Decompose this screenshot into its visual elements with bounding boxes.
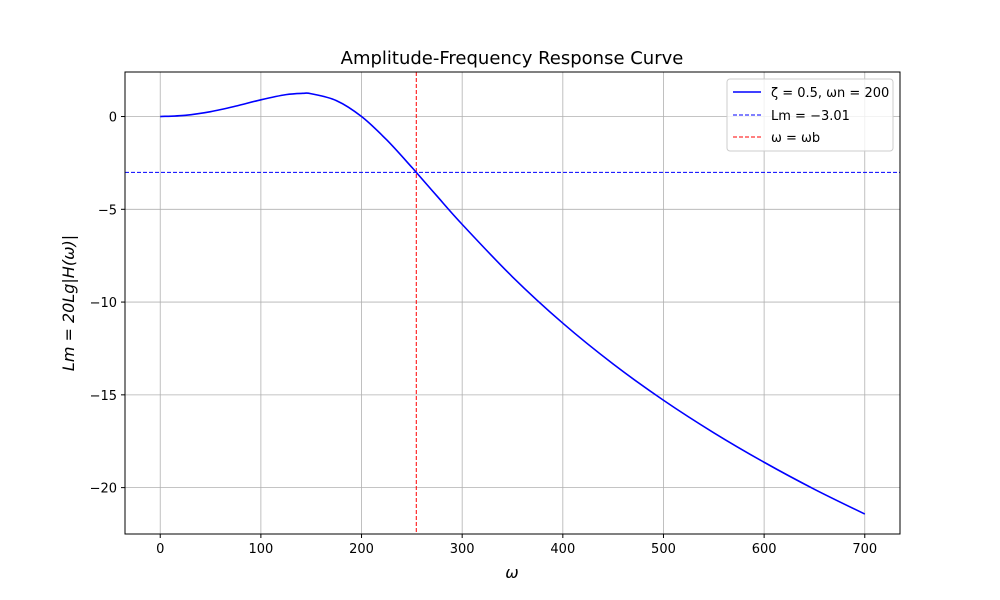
legend-label-hline: Lm = −3.01 <box>771 109 850 124</box>
ticks: 0 100 200 300 400 500 600 700 0 −5 −10 −15 −20 <box>90 111 878 557</box>
x-tick-label: 700 <box>852 542 877 557</box>
legend-label-vline: ω = ωb <box>771 131 820 146</box>
plot-lines <box>125 72 900 534</box>
legend-box <box>726 78 894 152</box>
y-tick-label: −10 <box>90 296 117 311</box>
x-tick-label: 600 <box>752 542 777 557</box>
legend-label-curve: ζ = 0.5, ωn = 200 <box>771 86 889 101</box>
chart-title: Amplitude-Frequency Response Curve <box>341 48 684 69</box>
x-tick-label: 500 <box>651 542 676 557</box>
y-tick-label: 0 <box>109 111 117 126</box>
x-tick-label: 0 <box>156 542 164 557</box>
y-tick-label: −15 <box>90 389 117 404</box>
x-tick-label: 400 <box>550 542 575 557</box>
x-tick-label: 300 <box>450 542 475 557</box>
y-tick-label: −20 <box>90 482 117 497</box>
y-axis-label: Lm = 20Lg|H(ω)| <box>59 235 78 371</box>
x-tick-label: 200 <box>349 542 374 557</box>
legend: ζ = 0.5, ωn = 200 Lm = −3.01 ω = ωb <box>726 78 894 152</box>
response-curve <box>160 92 866 515</box>
x-tick-label: 100 <box>248 542 273 557</box>
axes-frame <box>124 71 901 535</box>
x-axis-label: ω <box>505 563 518 582</box>
y-tick-label: −5 <box>98 203 117 218</box>
